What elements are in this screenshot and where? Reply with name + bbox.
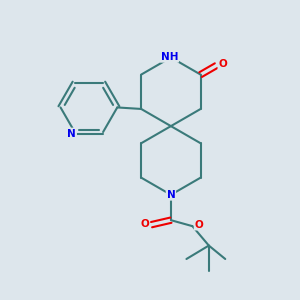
Text: O: O <box>218 59 227 69</box>
Text: O: O <box>140 219 149 229</box>
Text: N: N <box>167 190 175 200</box>
Text: O: O <box>195 220 203 230</box>
Text: N: N <box>68 128 76 139</box>
Text: NH: NH <box>161 52 178 62</box>
